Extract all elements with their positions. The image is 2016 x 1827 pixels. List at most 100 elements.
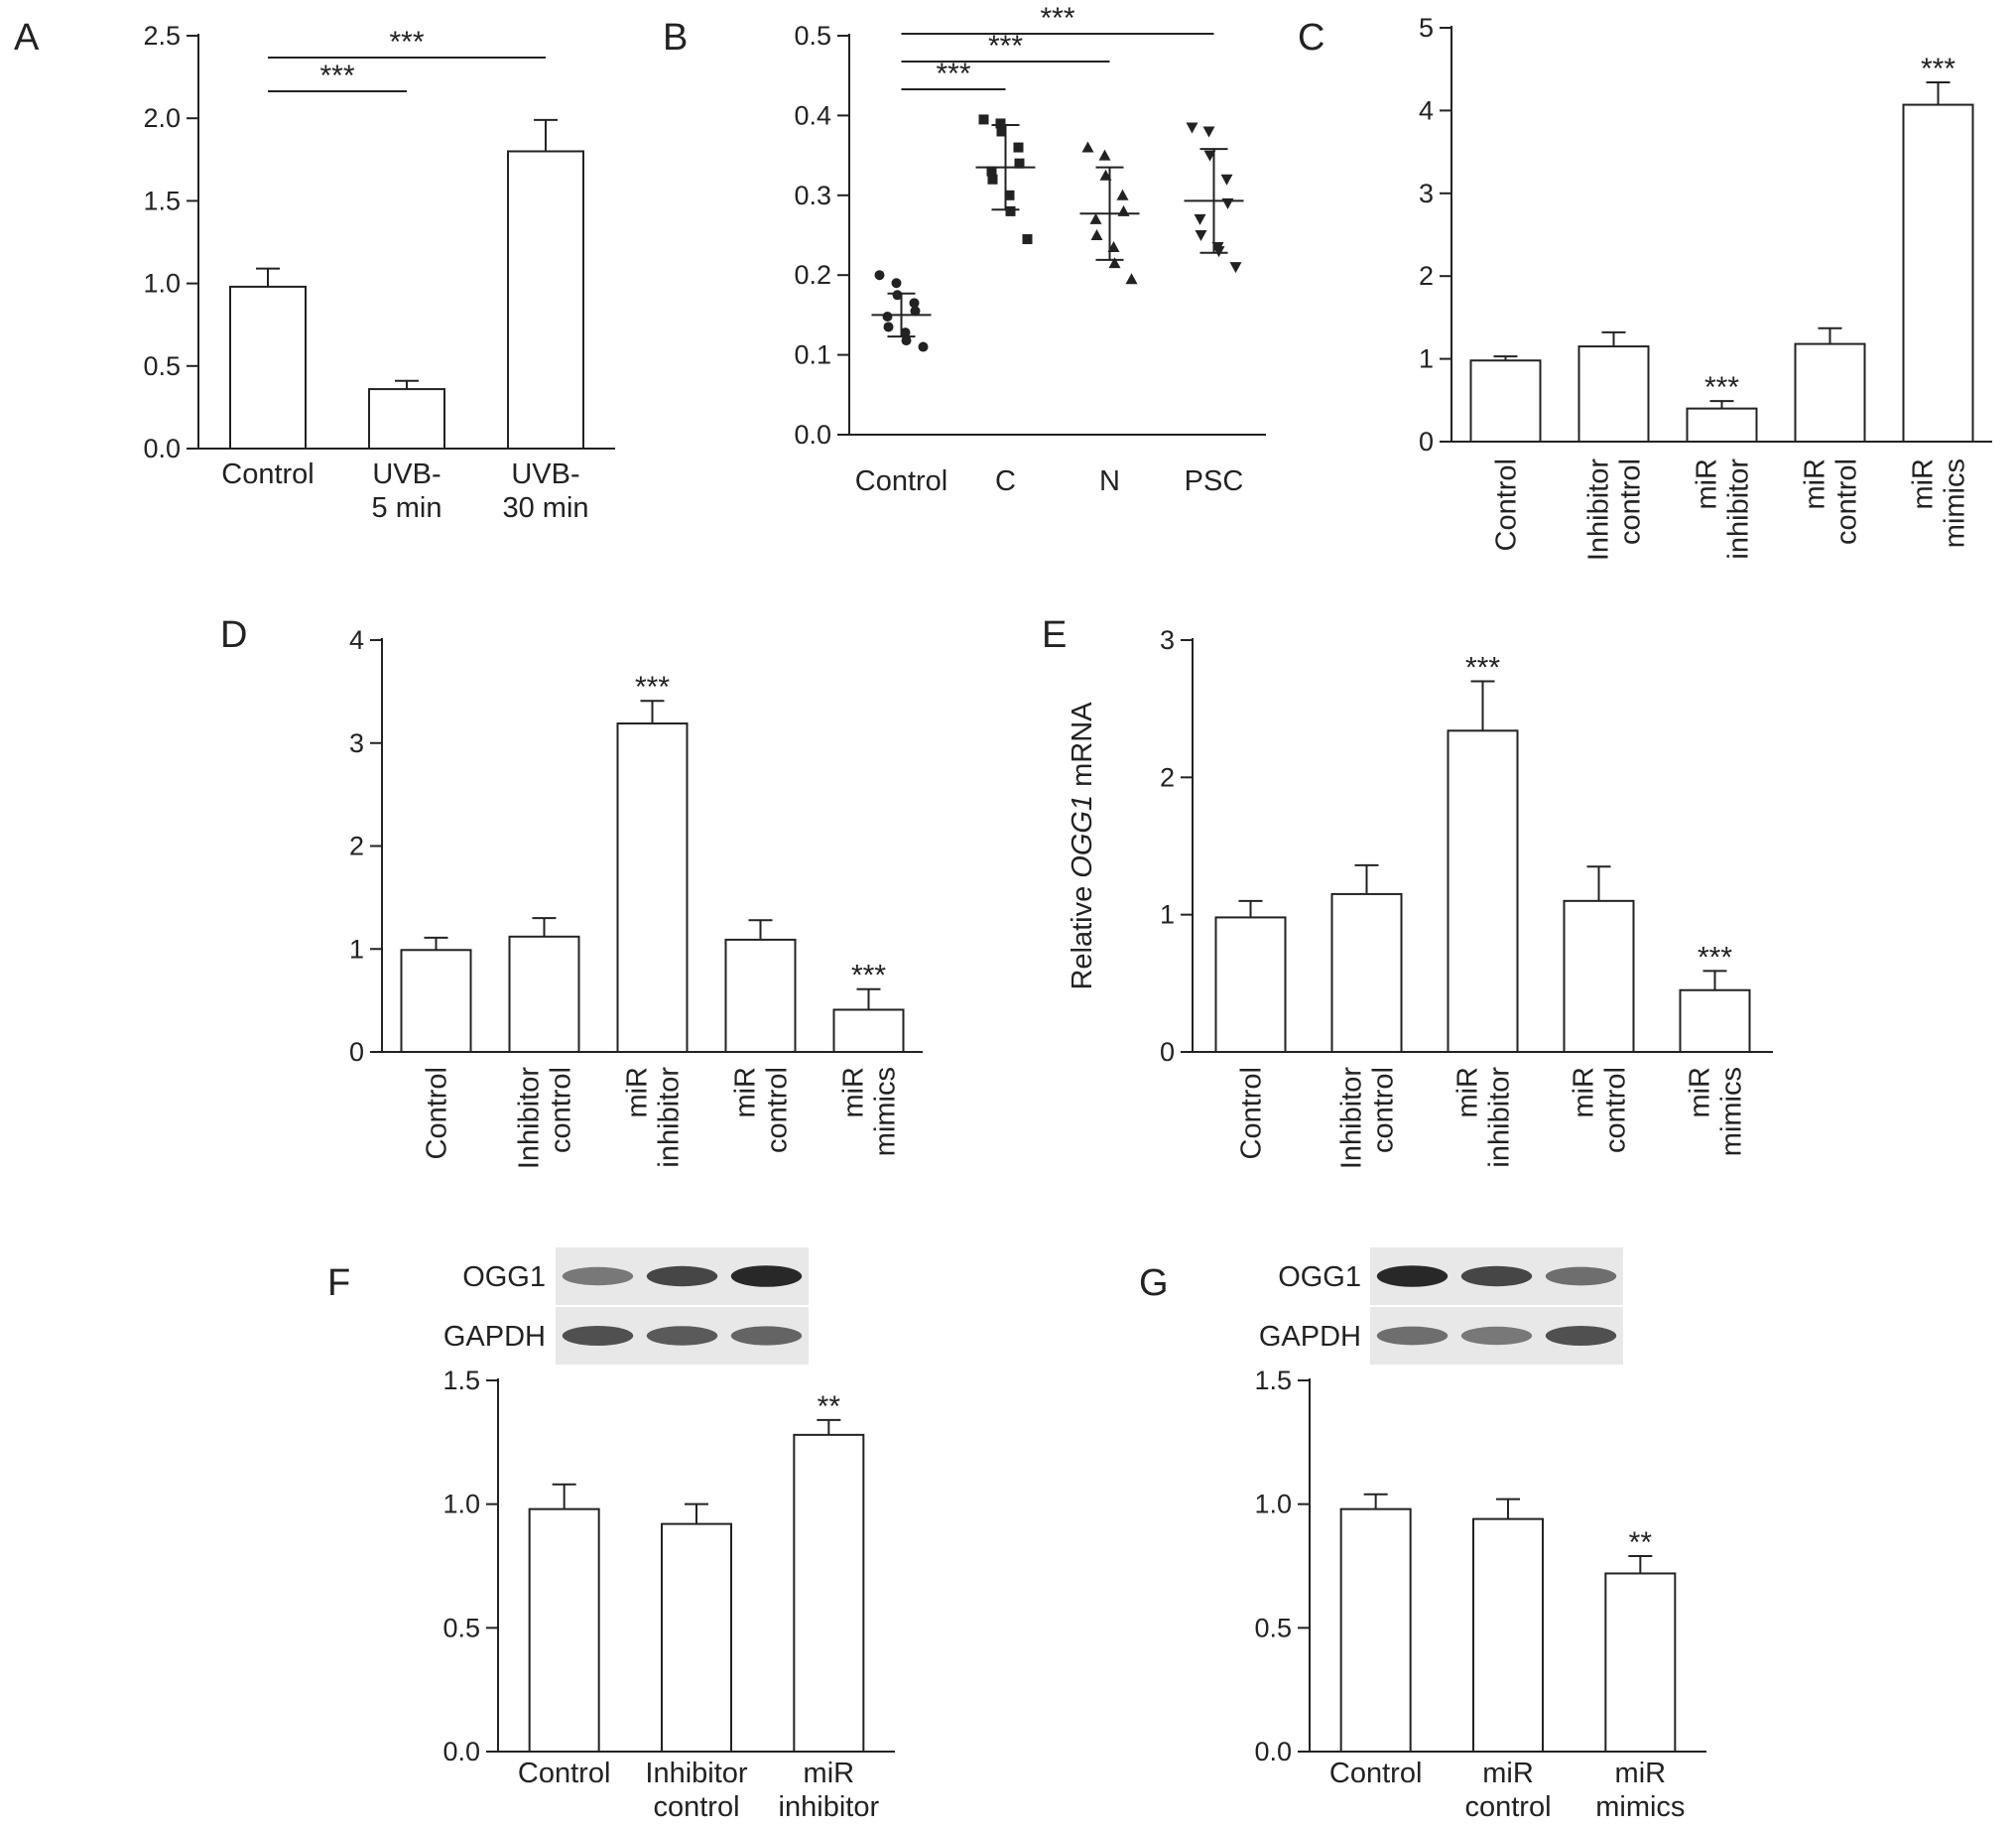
category-label-line: Inhibitor [1583,458,1615,562]
y-axis-label: Relative OGG1 mRNA [1067,702,1098,990]
panel-letter: B [663,17,688,59]
category-label: miR inhibitor [1692,458,1755,560]
data-point [909,298,920,309]
bar [1577,345,1650,443]
data-point [987,174,998,185]
bar [1679,988,1751,1053]
bar [1339,1507,1412,1753]
data-point [1116,189,1129,200]
category-label: Control [1491,458,1523,552]
blot-band [1460,1326,1533,1346]
category-label: miR control [1569,1067,1632,1153]
data-point [883,322,894,332]
data-point [901,335,912,346]
blot-band [1376,1326,1449,1346]
bar [724,938,797,1053]
data-point [978,114,989,125]
blot-band [730,1326,803,1346]
data-point [1098,149,1111,161]
y-tick-label: 0 [1160,1037,1175,1067]
y-tick-label: 1.5 [1254,1366,1292,1395]
category-label: Inhibitor control [1336,1067,1400,1170]
category-label: miR mimics [1685,1067,1748,1156]
category-label: PSC [1185,465,1244,497]
y-tick-label: 0.3 [794,181,831,210]
bar [229,285,307,451]
category-label-line: mimics [870,1067,902,1156]
category-label-line: inhibitor [1484,1067,1516,1168]
blot-band [1376,1265,1449,1287]
category-label-line: inhibitor [1723,458,1755,560]
y-tick-label: 2.5 [143,21,181,51]
category-label: Inhibitor control [1583,458,1647,562]
category-label: control [653,1791,739,1823]
bar [832,1008,905,1054]
y-tick-label: 0.5 [442,1613,480,1642]
bar [616,722,689,1053]
panel-b: B 0.0 0.1 0.2 0.3 0.4 0.5 Control C N PSC *** *** *** [663,2,1266,497]
significance-label: *** [635,671,670,704]
y-tick-label: 1.0 [1254,1490,1292,1519]
data-point [1090,229,1103,240]
blot-band [730,1265,803,1287]
category-label: miR inhibitor [622,1067,686,1168]
category-label: UVB- [372,458,441,490]
data-point [874,270,885,281]
blot-row-label: GAPDH [443,1321,546,1353]
y-tick-label: 2 [349,832,364,861]
y-tick-label: 0.0 [442,1737,480,1766]
category-label-line: control [1600,1067,1632,1153]
bar [368,388,445,451]
bar [793,1433,865,1754]
category-label: miR control [1800,458,1863,545]
category-label-line: Inhibitor [514,1067,546,1170]
category-label-line: miR [1685,1067,1716,1118]
blot-band [646,1326,718,1346]
category-label: UVB- [511,458,579,490]
category-label-line: Control [1236,1067,1268,1160]
category-label: 30 min [502,492,588,524]
category-label-line: mimics [1940,458,1971,548]
category-label-line: control [1615,458,1647,545]
y-tick-label: 3 [1419,179,1434,208]
category-label: miR mimics [838,1067,902,1156]
bar [1330,892,1403,1054]
data-point [1186,122,1198,134]
y-tick-label: 1.5 [143,186,181,215]
data-point [996,126,1007,137]
category-label: miR control [730,1067,794,1153]
y-tick-label: 0.5 [143,351,181,381]
y-axis-label-line: Relative OGG1 mRNA [1067,702,1098,990]
y-tick-label: 0.5 [1254,1613,1292,1642]
significance-label: ** [1629,1526,1653,1559]
y-tick-label: 1 [1160,900,1175,930]
significance-label: *** [1921,53,1955,85]
panel-letter: G [1139,1262,1169,1304]
bar [1447,729,1519,1053]
category-label-line: Control [422,1067,453,1160]
blot-band [1545,1266,1617,1286]
y-tick-label: 4 [349,625,364,655]
bar [1902,103,1974,443]
data-point [1013,142,1024,153]
category-label: Control [1329,1758,1423,1789]
data-point [1202,126,1215,138]
category-label: Control [221,458,315,490]
category-label: miR [804,1758,855,1789]
bar [1794,342,1866,444]
y-tick-label: 2.0 [143,103,181,133]
data-point [995,118,1006,129]
category-label: inhibitor [779,1791,880,1823]
data-point [891,278,902,289]
bar [528,1507,600,1753]
data-point [882,312,893,323]
comparison-label: *** [319,60,354,92]
y-tick-label: 3 [1160,625,1175,655]
category-label-line: Inhibitor [1336,1067,1368,1170]
panel-letter: D [220,614,247,656]
data-point [1108,257,1121,269]
bar [1472,1517,1544,1754]
